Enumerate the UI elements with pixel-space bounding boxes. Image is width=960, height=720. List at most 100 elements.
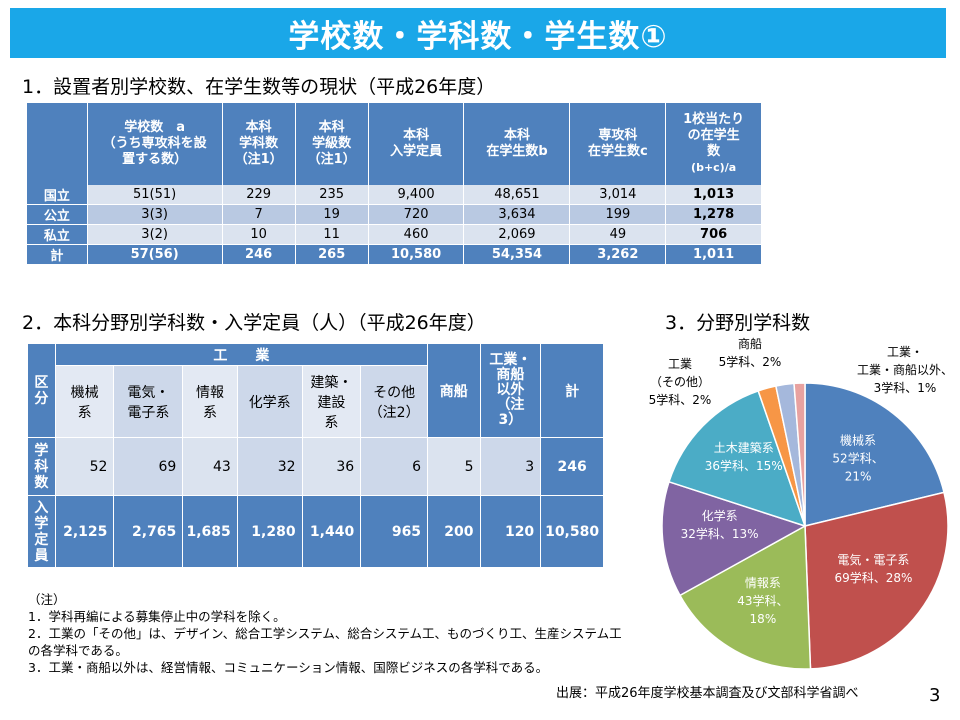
table-cell: 10,580 [540, 495, 604, 568]
row-label: 国立 [27, 185, 88, 205]
table-cell: 32 [236, 437, 303, 496]
section2-heading: 2．本科分野別学科数・入学定員（人）（平成26年度） [22, 312, 486, 334]
t1-header-schools: 学校数 a （うち専攻科を設 置する数） [87, 103, 223, 185]
pie-label-7: 工業・工業・商船以外、 3学科、1% [857, 345, 950, 395]
t2-header-shosen: 商船 [427, 343, 481, 438]
table-cell: 49 [569, 224, 667, 245]
t2-sub-denki: 電気・ 電子系 [113, 365, 184, 438]
t2-sub-joho: 情報系 [182, 365, 238, 438]
pie-slice-4 [668, 389, 807, 528]
pie-label-6: 商船 5学科、2% [719, 336, 782, 369]
field-capacity-table: 区分 工 業 商船 工業・ 商船 以外 （注 3） 計 機械系 電気・ 電子系 情報系 化… [27, 343, 604, 568]
pie-slice-7 [793, 382, 806, 527]
table-cell: 11 [295, 224, 369, 245]
table-cell: 7 [222, 204, 296, 225]
table-cell: 229 [222, 185, 296, 205]
table-cell: 51(51) [87, 185, 223, 205]
table-row: 公立 3(3) 7 19 720 3,634 199 1,278 [27, 204, 762, 225]
table-cell: 120 [479, 495, 542, 568]
pie-label-4: 土木建築系 36学科、15% [705, 440, 783, 473]
table-cell: 706 [665, 224, 762, 245]
table-cell: 1,278 [665, 204, 762, 225]
table-total-row: 計 57(56) 246 265 10,580 54,354 3,262 1,0… [27, 244, 762, 265]
t1-header-corner [27, 103, 88, 185]
table-cell: 43 [182, 437, 238, 496]
table-cell: 57(56) [87, 244, 223, 265]
note-item: 1．学科再編による募集停止中の学科を除く。 [28, 609, 286, 624]
pie-label-0: 機械系 52学科、 21% [832, 433, 883, 484]
row-label: 私立 [27, 224, 88, 245]
table-cell: 5 [427, 437, 481, 496]
school-stats-table: 学校数 a （うち専攻科を設 置する数） 本科 学科数 （注1） 本科 学級数 （注1） 本… [27, 103, 762, 265]
t2-header-other: 工業・ 商船 以外 （注 3） [479, 343, 542, 438]
field-pie-chart: 機械系 52学科、 21% 電気・電子系 69学科、28% 情報系 43学科、 18% 化学系 3… [649, 336, 950, 670]
table-cell: 460 [368, 224, 465, 245]
table-cell: 10 [222, 224, 296, 245]
t1-header-departments: 本科 学科数 （注1） [222, 103, 296, 185]
row-label: 学科数 [27, 437, 56, 496]
pie-label-3: 化学系 32学科、13% [681, 508, 759, 541]
t2-sub-kikai: 機械系 [54, 365, 115, 438]
pie-label-1: 電気・電子系 69学科、28% [834, 552, 912, 585]
pie-slice-3 [661, 480, 807, 597]
note-item: 2．工業の「その他」は、デザイン、総合工学システム、総合システム工、ものづくり工… [28, 626, 622, 658]
table-cell: 1,011 [665, 244, 762, 265]
table-cell: 1,280 [236, 495, 303, 568]
row-label: 入学定員 [27, 495, 56, 568]
table-cell: 6 [360, 437, 429, 496]
table-cell: 36 [301, 437, 362, 496]
table-row: 私立 3(2) 10 11 460 2,069 49 706 [27, 224, 762, 245]
pie-slice-0 [804, 382, 945, 527]
t1-header-classes: 本科 学級数 （注1） [295, 103, 369, 185]
table-cell: 965 [360, 495, 429, 568]
table-cell: 2,765 [113, 495, 184, 568]
table-cell: 246 [540, 437, 604, 496]
t1-header-advanced: 専攻科 在学生数c [569, 103, 667, 185]
t1-header-capacity: 本科 入学定員 [368, 103, 465, 185]
table-cell: 3(2) [87, 224, 223, 245]
table-cell: 3,262 [569, 244, 667, 265]
table-cell: 235 [295, 185, 369, 205]
table-cell: 1,013 [665, 185, 762, 205]
note-item: 3．工業・商船以外は、経営情報、コミュニケーション情報、国際ビジネスの各学科であ… [28, 660, 549, 675]
table-cell: 2,125 [54, 495, 115, 568]
table-row: 国立 51(51) 229 235 9,400 48,651 3,014 1,0… [27, 185, 762, 205]
t2-header-total: 計 [540, 343, 604, 438]
table-cell: 720 [368, 204, 465, 225]
table-cell: 19 [295, 204, 369, 225]
table-row: 入学定員 2,125 2,765 1,685 1,280 1,440 965 2… [27, 495, 604, 568]
row-label: 計 [27, 244, 88, 265]
t1-header-students: 本科 在学生数b [463, 103, 571, 185]
t2-sub-sonota: その他 （注2） [360, 365, 429, 438]
t1-header-per-school: 1校当たり の在学生数 (b+c)/a [665, 103, 762, 185]
section1-heading: 1．設置者別学校数、在学生数等の現状（平成26年度） [22, 76, 496, 98]
row-label: 公立 [27, 204, 88, 225]
table-cell: 3 [479, 437, 542, 496]
page-title: 学校数・学科数・学生数① [10, 8, 946, 58]
table-cell: 3(3) [87, 204, 223, 225]
page-number: 3 [929, 685, 941, 706]
pie-slice-2 [678, 524, 812, 670]
note-heading: （注） [28, 592, 66, 607]
t2-sub-kenchiku: 建築・ 建設系 [301, 365, 362, 438]
pie-label-5: 工業（その他） 5学科、2% [649, 357, 712, 407]
table-cell: 10,580 [368, 244, 465, 265]
pie-slice-1 [804, 491, 949, 670]
table-cell: 200 [427, 495, 481, 568]
source-citation: 出展：平成26年度学校基本調査及び文部科学省調べ [556, 686, 859, 701]
table-cell: 48,651 [463, 185, 571, 205]
table-cell: 54,354 [463, 244, 571, 265]
table-cell: 1,440 [301, 495, 362, 568]
table-cell: 2,069 [463, 224, 571, 245]
pie-label-2: 情報系 43学科、 18% [737, 576, 788, 626]
table-cell: 3,634 [463, 204, 571, 225]
section3-heading: 3．分野別学科数 [665, 312, 811, 334]
table-cell: 199 [569, 204, 667, 225]
notes: （注） 1．学科再編による募集停止中の学科を除く。 2．工業の「その他」は、デザ… [28, 591, 628, 676]
table-cell: 9,400 [368, 185, 465, 205]
t2-group-header: 工 業 [54, 343, 429, 366]
table-cell: 246 [222, 244, 296, 265]
table-cell: 265 [295, 244, 369, 265]
table-row: 学科数 52 69 43 32 36 6 5 3 246 [27, 437, 604, 496]
table-cell: 52 [54, 437, 115, 496]
